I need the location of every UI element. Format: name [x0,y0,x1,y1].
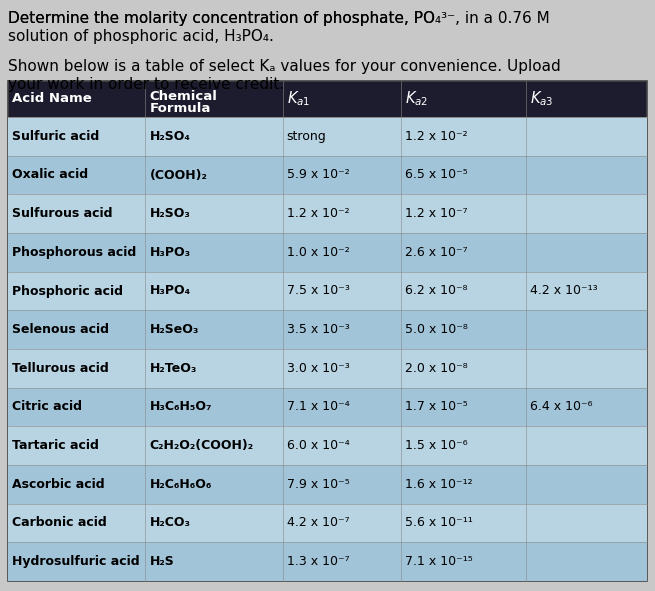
Text: H₃C₆H₅O₇: H₃C₆H₅O₇ [149,401,212,414]
Text: Oxalic acid: Oxalic acid [12,168,88,181]
Text: C₂H₂O₂(COOH)₂: C₂H₂O₂(COOH)₂ [149,439,253,452]
Bar [8,426,647,465]
Text: Shown below is a table of select Kₐ values for your convenience. Upload: Shown below is a table of select Kₐ valu… [8,59,561,74]
Text: Acid Name: Acid Name [12,92,92,105]
Text: Formula: Formula [149,102,211,115]
Text: Sulfuric acid: Sulfuric acid [12,130,100,143]
Text: strong: strong [287,130,327,143]
Text: $K_{a2}$: $K_{a2}$ [405,90,428,108]
Text: Phosphorous acid: Phosphorous acid [12,246,136,259]
Bar [8,465,647,504]
Text: 2.0 x 10⁻⁸: 2.0 x 10⁻⁸ [405,362,468,375]
Text: H₂TeO₃: H₂TeO₃ [149,362,196,375]
Text: H₂CO₃: H₂CO₃ [149,517,191,530]
Text: 2.6 x 10⁻⁷: 2.6 x 10⁻⁷ [405,246,468,259]
Bar [8,81,647,117]
Text: Determine the molarity concentration of phosphate, PO: Determine the molarity concentration of … [8,11,435,26]
Text: 1.6 x 10⁻¹²: 1.6 x 10⁻¹² [405,478,473,491]
Text: H₂S: H₂S [149,555,174,568]
Text: 6.5 x 10⁻⁵: 6.5 x 10⁻⁵ [405,168,468,181]
Text: 1.7 x 10⁻⁵: 1.7 x 10⁻⁵ [405,401,468,414]
Text: 6.0 x 10⁻⁴: 6.0 x 10⁻⁴ [287,439,350,452]
Bar [8,388,647,426]
Text: 7.1 x 10⁻⁴: 7.1 x 10⁻⁴ [287,401,350,414]
Text: Carbonic acid: Carbonic acid [12,517,107,530]
Text: 1.2 x 10⁻²: 1.2 x 10⁻² [405,130,468,143]
Bar [8,504,647,543]
Text: 3.5 x 10⁻³: 3.5 x 10⁻³ [287,323,350,336]
Text: 5.0 x 10⁻⁸: 5.0 x 10⁻⁸ [405,323,468,336]
Bar [8,543,647,581]
Bar [8,155,647,194]
Bar [8,272,647,310]
Text: 1.2 x 10⁻⁷: 1.2 x 10⁻⁷ [405,207,468,220]
Text: solution of phosphoric acid, H₃PO₄.: solution of phosphoric acid, H₃PO₄. [8,29,274,44]
Text: Determine the molarity concentration of phosphate, PO₄³⁻, in a 0.76 M: Determine the molarity concentration of … [8,11,550,26]
Text: Selenous acid: Selenous acid [12,323,109,336]
Text: 7.9 x 10⁻⁵: 7.9 x 10⁻⁵ [287,478,350,491]
Text: Tellurous acid: Tellurous acid [12,362,109,375]
Text: H₂SO₃: H₂SO₃ [149,207,190,220]
Text: 5.9 x 10⁻²: 5.9 x 10⁻² [287,168,350,181]
Text: 1.2 x 10⁻²: 1.2 x 10⁻² [287,207,349,220]
Text: 4.2 x 10⁻¹³: 4.2 x 10⁻¹³ [530,284,597,297]
Text: H₂SO₄: H₂SO₄ [149,130,190,143]
Text: 1.0 x 10⁻²: 1.0 x 10⁻² [287,246,350,259]
Text: your work in order to receive credit.: your work in order to receive credit. [8,77,284,92]
Bar [8,310,647,349]
Text: 6.4 x 10⁻⁶: 6.4 x 10⁻⁶ [530,401,592,414]
Text: 5.6 x 10⁻¹¹: 5.6 x 10⁻¹¹ [405,517,473,530]
Text: H₂C₆H₆O₆: H₂C₆H₆O₆ [149,478,212,491]
Bar [8,233,647,272]
Text: 7.1 x 10⁻¹⁵: 7.1 x 10⁻¹⁵ [405,555,473,568]
Text: H₂SeO₃: H₂SeO₃ [149,323,198,336]
Text: Ascorbic acid: Ascorbic acid [12,478,105,491]
Text: Phosphoric acid: Phosphoric acid [12,284,123,297]
Bar [8,81,647,581]
Bar [8,194,647,233]
Text: Chemical: Chemical [149,89,217,102]
Text: Hydrosulfuric acid: Hydrosulfuric acid [12,555,140,568]
Text: $K_{a1}$: $K_{a1}$ [287,90,310,108]
Text: Tartaric acid: Tartaric acid [12,439,99,452]
Bar [8,117,647,155]
Text: 1.3 x 10⁻⁷: 1.3 x 10⁻⁷ [287,555,349,568]
Text: Citric acid: Citric acid [12,401,82,414]
Text: $K_{a3}$: $K_{a3}$ [530,90,553,108]
Text: H₃PO₃: H₃PO₃ [149,246,191,259]
Text: 4.2 x 10⁻⁷: 4.2 x 10⁻⁷ [287,517,349,530]
Text: Sulfurous acid: Sulfurous acid [12,207,113,220]
Text: 7.5 x 10⁻³: 7.5 x 10⁻³ [287,284,350,297]
Text: 6.2 x 10⁻⁸: 6.2 x 10⁻⁸ [405,284,468,297]
Text: 3.0 x 10⁻³: 3.0 x 10⁻³ [287,362,350,375]
Text: H₃PO₄: H₃PO₄ [149,284,191,297]
Bar [8,349,647,388]
Text: (COOH)₂: (COOH)₂ [149,168,207,181]
Text: 1.5 x 10⁻⁶: 1.5 x 10⁻⁶ [405,439,468,452]
